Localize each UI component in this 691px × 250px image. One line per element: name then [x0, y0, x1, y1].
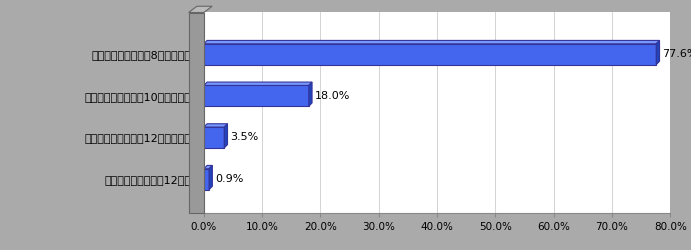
Polygon shape — [204, 124, 227, 127]
Bar — [204, 127, 225, 148]
Polygon shape — [225, 124, 227, 148]
Text: 77.6%: 77.6% — [663, 49, 691, 59]
Polygon shape — [656, 40, 659, 64]
Bar — [204, 169, 209, 190]
Polygon shape — [204, 82, 312, 86]
Polygon shape — [309, 82, 312, 106]
Bar — [204, 86, 309, 106]
Polygon shape — [209, 166, 212, 190]
Polygon shape — [204, 166, 212, 169]
Bar — [204, 44, 656, 64]
Polygon shape — [189, 6, 212, 12]
Polygon shape — [204, 40, 659, 44]
Text: 18.0%: 18.0% — [315, 91, 350, 101]
Bar — [189, 12, 204, 212]
Text: 0.9%: 0.9% — [216, 174, 244, 184]
Text: 3.5%: 3.5% — [230, 132, 258, 142]
